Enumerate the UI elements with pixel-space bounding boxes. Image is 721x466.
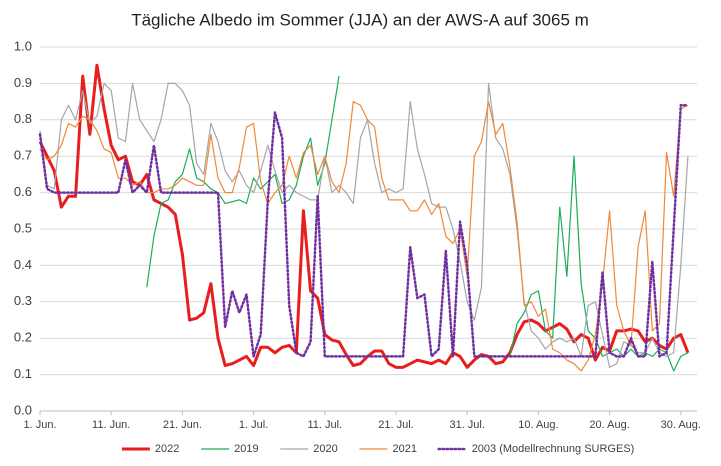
x-tick-label: 1. Jun. [23, 419, 56, 431]
y-tick-label: 0.9 [14, 75, 32, 90]
x-tick-label: 21. Jun. [163, 419, 202, 431]
y-tick-label: 0.5 [14, 220, 32, 235]
x-tick-label: 20. Aug. [589, 419, 629, 431]
x-tick-label: 30. Aug. [661, 419, 701, 431]
y-tick-label: 1.0 [14, 38, 32, 53]
y-tick-label: 0.3 [14, 293, 32, 308]
x-tick-label: 11. Jun. [92, 419, 130, 431]
x-tick-label: 11. Jul. [307, 419, 342, 431]
x-tick-label: 1. Jul. [239, 419, 268, 431]
legend-label: 2022 [155, 443, 179, 455]
series-line [38, 63, 690, 369]
legend-label: 2020 [313, 443, 337, 455]
legend-label: 2021 [393, 443, 417, 455]
x-tick-label: 31. Jul. [449, 419, 484, 431]
chart-title: Tägliche Albedo im Sommer (JJA) an der A… [131, 10, 589, 29]
y-tick-label: 0.1 [14, 366, 32, 381]
y-tick-label: 0.6 [14, 184, 32, 199]
x-tick-label: 10. Aug. [518, 419, 558, 431]
legend-label: 2003 (Modellrechnung SURGES) [472, 443, 635, 455]
y-tick-label: 0.2 [14, 330, 32, 345]
x-tick-label: 21. Jul. [378, 419, 413, 431]
series-line [39, 82, 689, 368]
y-tick-label: 0.8 [14, 111, 32, 126]
legend-label: 2019 [234, 443, 258, 455]
y-tick-label: 0.0 [14, 402, 32, 417]
y-tick-label: 0.4 [14, 257, 32, 272]
y-tick-label: 0.7 [14, 148, 32, 163]
series-line [38, 103, 690, 358]
series-line [39, 101, 689, 372]
